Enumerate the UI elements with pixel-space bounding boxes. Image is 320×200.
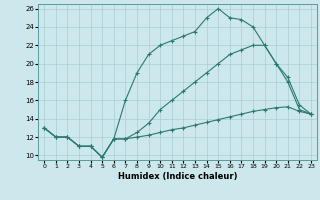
X-axis label: Humidex (Indice chaleur): Humidex (Indice chaleur) xyxy=(118,172,237,181)
